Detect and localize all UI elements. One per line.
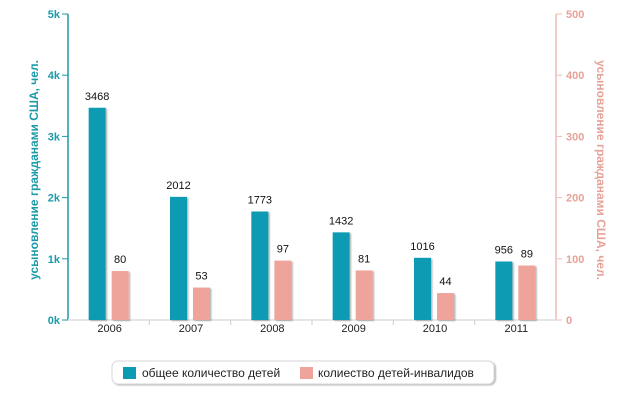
bar-disabled xyxy=(193,287,210,320)
data-label-total: 956 xyxy=(495,244,513,256)
data-label-total: 1432 xyxy=(329,215,353,227)
y-axis-label-right: усыновление гражданами США, чел. xyxy=(594,60,608,280)
bar-disabled xyxy=(437,293,454,320)
y-tick-label-right: 300 xyxy=(566,131,584,143)
data-labels: 3468 80 2012 53 1773 97 1432 81 1016 44 956 89 xyxy=(85,91,533,288)
y-tick-label-left: 5k xyxy=(48,9,61,21)
legend-label-disabled: колиество детей-инвалидов xyxy=(318,366,474,380)
y-tick-label-left: 1k xyxy=(48,254,61,266)
bar-total xyxy=(88,107,106,321)
data-label-disabled: 44 xyxy=(439,276,451,288)
x-tick-label: 2008 xyxy=(260,323,284,335)
y-tick-label-left: 3k xyxy=(48,131,61,143)
data-label-disabled: 80 xyxy=(114,254,126,266)
bar-disabled xyxy=(518,265,536,320)
y-tick-label-right: 500 xyxy=(566,9,584,21)
legend: общее количество детей колиество детей-и… xyxy=(111,360,495,385)
data-label-total: 1773 xyxy=(248,194,272,206)
y-tick-label-right: 400 xyxy=(566,70,584,82)
data-label-total: 2012 xyxy=(166,180,190,192)
legend-swatch-disabled xyxy=(300,367,313,379)
bar-disabled xyxy=(355,270,373,320)
bar-total xyxy=(495,261,513,320)
bar-total xyxy=(332,232,350,320)
data-label-disabled: 81 xyxy=(358,253,370,265)
bars xyxy=(88,107,536,321)
y-tick-label-left: 2k xyxy=(48,193,61,205)
x-tick-label: 2006 xyxy=(97,323,121,335)
y-tick-label-left: 0k xyxy=(48,315,61,327)
axes: 0k 1k 2k 3k 4k 5k 0 100 200 300 400 500 2006 2007 2008… xyxy=(48,9,585,335)
y-axis-label-left: усыновление гражданами США, чел. xyxy=(27,60,41,280)
x-tick-label: 2007 xyxy=(179,323,203,335)
bar-total xyxy=(414,257,431,320)
y-tick-label-right: 100 xyxy=(566,254,584,266)
data-label-total: 1016 xyxy=(410,241,434,253)
x-tick-label: 2009 xyxy=(341,323,365,335)
legend-swatch-total xyxy=(123,367,136,379)
y-tick-label-right: 200 xyxy=(566,193,584,205)
data-label-disabled: 89 xyxy=(521,249,533,261)
bar-total xyxy=(251,211,269,320)
legend-label-total: общее количество детей xyxy=(142,366,280,380)
bar-disabled xyxy=(111,271,129,320)
data-label-disabled: 97 xyxy=(277,244,289,256)
x-tick-label: 2010 xyxy=(423,323,447,335)
bar-disabled xyxy=(274,260,292,320)
data-label-total: 3468 xyxy=(85,91,109,103)
data-label-disabled: 53 xyxy=(195,271,207,283)
y-tick-label-right: 0 xyxy=(566,315,572,327)
y-tick-label-left: 4k xyxy=(48,70,61,82)
x-tick-label: 2011 xyxy=(505,323,529,335)
bar-total xyxy=(170,196,187,320)
